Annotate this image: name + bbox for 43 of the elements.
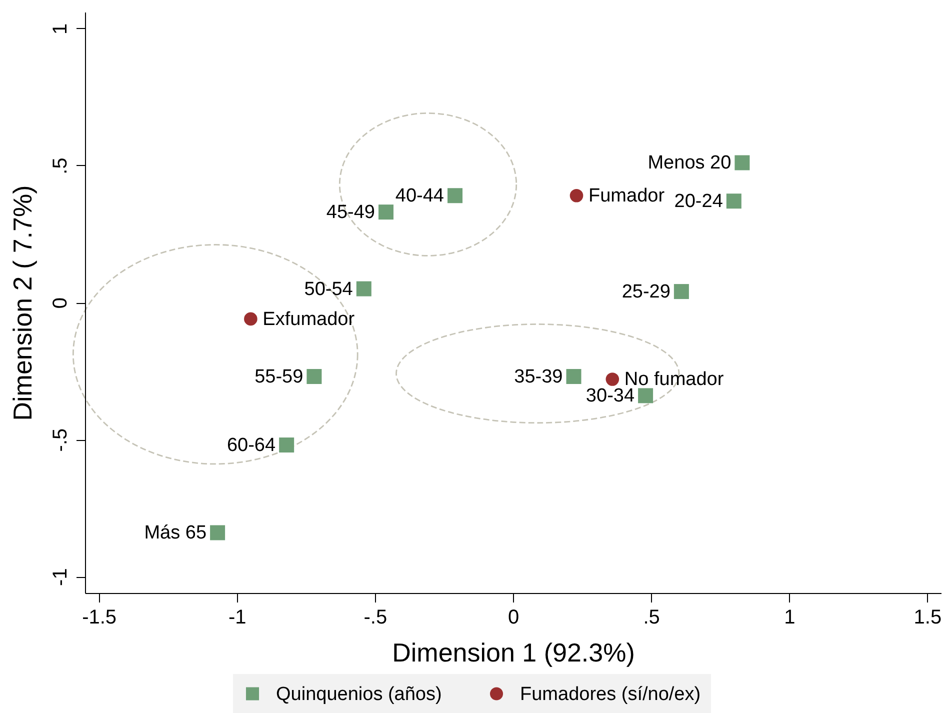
legend-label: Fumadores (sí/no/ex)	[520, 684, 701, 705]
point	[674, 284, 689, 300]
annotation: 60-64	[226, 435, 276, 456]
annotation: 45-49	[326, 202, 375, 224]
annotation: Menos 20	[648, 152, 732, 174]
x-tick-label: 1	[784, 606, 796, 628]
x-tick-label: -.5	[364, 606, 388, 628]
y-tick-label: -1	[50, 568, 72, 586]
annotation: 35-39	[514, 366, 563, 388]
y-tick-label: -.5	[50, 428, 72, 452]
point	[570, 188, 584, 202]
point	[606, 372, 620, 386]
y-tick-label: 1	[50, 23, 72, 35]
point	[734, 155, 750, 170]
point	[566, 368, 582, 384]
x-tick-label: 1.5	[914, 606, 942, 628]
annotation: 20-24	[674, 191, 724, 212]
point	[638, 388, 654, 404]
point	[210, 525, 226, 540]
annotation: 40-44	[395, 186, 444, 207]
annotation: 25-29	[622, 282, 670, 303]
annotation: 55-59	[254, 366, 304, 388]
x-axis-title: Dimension 1 (92.3%)	[392, 638, 635, 668]
annotation: 50-54	[304, 278, 354, 300]
point	[448, 188, 463, 204]
point	[306, 368, 322, 384]
y-tick-label: 0	[50, 297, 72, 309]
y-tick-label: .5	[50, 158, 72, 174]
x-tick-label: .5	[643, 606, 660, 628]
x-tick-label: 0	[508, 606, 520, 628]
point	[726, 194, 742, 209]
annotation: Fumador	[588, 186, 666, 207]
point	[356, 281, 372, 296]
legend-label: Quinquenios (años)	[276, 684, 442, 705]
annotation: Exfumador	[262, 308, 356, 330]
y-axis-title: Dimension 2 ( 7.7%)	[8, 185, 38, 421]
point	[244, 312, 258, 326]
x-tick-label: -1.5	[82, 606, 117, 628]
annotation: 30-34	[586, 386, 635, 407]
point	[279, 438, 294, 453]
x-tick-label: -1	[228, 606, 246, 628]
point	[378, 204, 394, 220]
annotation: Más 65	[144, 522, 207, 544]
